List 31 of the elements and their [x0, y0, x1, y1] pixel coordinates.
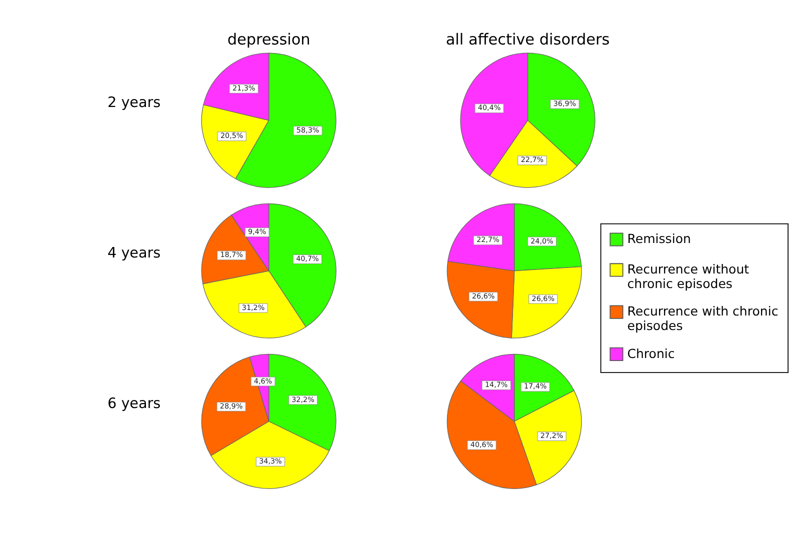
data-label: 4,6%: [254, 376, 272, 386]
legend-label: Remission: [627, 231, 691, 246]
data-label: 26,6%: [532, 294, 555, 303]
data-label: 58,3%: [296, 125, 320, 134]
data-label: 40,6%: [470, 440, 494, 449]
data-label: 9,4%: [248, 227, 266, 236]
data-label: 31,2%: [242, 302, 265, 312]
data-label: 32,2%: [292, 394, 315, 404]
data-label: 24,0%: [530, 236, 554, 246]
data-label: 27,2%: [540, 431, 564, 440]
legend-label: Chronic: [627, 346, 675, 361]
data-label: 26,6%: [472, 291, 495, 300]
data-label: 17,4%: [524, 382, 547, 391]
data-label: 21,3%: [232, 83, 256, 92]
chart-title: all affective disorders: [446, 30, 610, 49]
data-label: 36,9%: [553, 98, 576, 108]
data-label: 40,7%: [296, 254, 319, 264]
data-label: 22,7%: [476, 235, 500, 244]
chart-title: depression: [227, 30, 310, 49]
data-label: 22,7%: [520, 155, 544, 164]
data-label: 18,7%: [220, 250, 244, 260]
legend-label: Recurrence with chronic episodes: [627, 304, 778, 333]
text: 4 years: [108, 245, 161, 262]
text: 2 years: [108, 94, 161, 111]
legend-label: Recurrence without chronic episodes: [627, 262, 750, 291]
data-label: 40,4%: [478, 103, 501, 112]
data-label: 14,7%: [484, 380, 508, 390]
data-label: 34,3%: [259, 456, 282, 466]
data-label: 28,9%: [220, 401, 243, 410]
data-label: 20,5%: [220, 131, 244, 140]
text: 6 years: [108, 396, 161, 412]
